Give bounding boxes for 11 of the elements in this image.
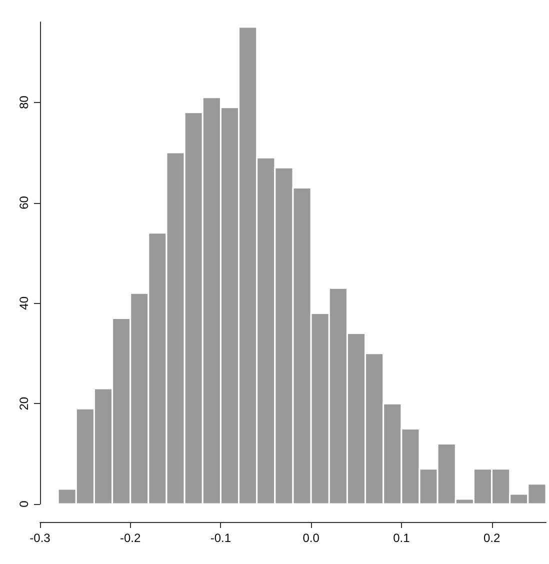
x-tick-label: 0.2 (483, 531, 500, 545)
y-tick-label: 80 (17, 95, 31, 110)
x-tick-label: -0.1 (210, 531, 232, 545)
x-tick-label: 0.0 (302, 531, 320, 545)
y-tick-label: 60 (17, 196, 31, 210)
x-tick-label: -0.2 (120, 531, 142, 545)
y-tick-label: 0 (17, 500, 31, 508)
y-tick-label: 40 (17, 296, 31, 310)
x-tick-label: -0.3 (30, 531, 51, 545)
x-tick-label: 0.1 (393, 531, 410, 545)
y-tick-label: 20 (17, 396, 31, 410)
